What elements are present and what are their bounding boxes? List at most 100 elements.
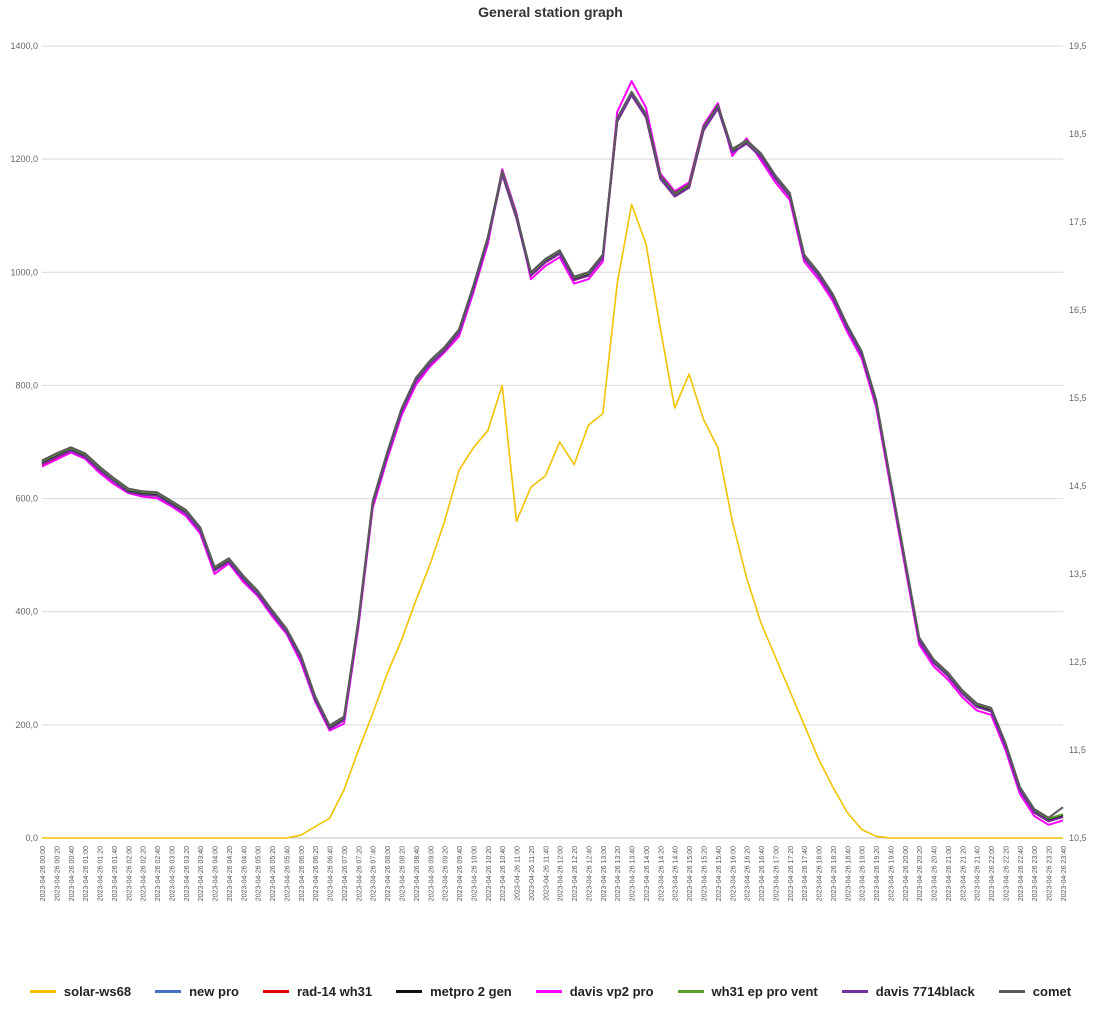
legend-label: rad-14 wh31 <box>296 984 373 999</box>
x-tick-label: 2023-04-26 18:20 <box>831 846 838 901</box>
legend-swatch <box>998 990 1025 993</box>
chart-title: General station graph <box>478 4 623 20</box>
x-tick-label: 2023-04-26 17:40 <box>802 846 809 901</box>
x-tick-label: 2023-04-26 14:00 <box>644 846 651 901</box>
right-tick-label: 18,5 <box>1069 129 1087 139</box>
right-tick-label: 19,5 <box>1069 41 1087 51</box>
legend-label: solar-ws68 <box>63 984 132 999</box>
x-tick-label: 2023-04-26 19:40 <box>888 846 895 901</box>
x-tick-label: 2023-04-26 04:40 <box>241 846 248 901</box>
x-tick-label: 2023-04-26 22:40 <box>1018 846 1025 901</box>
legend-item: rad-14 wh31 <box>262 984 373 999</box>
legend-swatch <box>535 990 562 993</box>
legend-label: new pro <box>189 984 239 999</box>
x-tick-label: 2023-04-26 21:00 <box>946 846 953 901</box>
legend-item: davis vp2 pro <box>535 984 654 999</box>
x-tick-label: 2023-04-26 09:40 <box>457 846 464 901</box>
x-tick-label: 2023-04-26 15:40 <box>716 846 723 901</box>
x-tick-label: 2023-04-26 06:00 <box>299 846 306 901</box>
right-tick-label: 16,5 <box>1069 305 1087 315</box>
series-line-davis-vp2-pro <box>41 80 1064 826</box>
x-tick-label: 2023-04-26 10:00 <box>471 846 478 901</box>
right-tick-label: 11,5 <box>1069 745 1086 755</box>
x-tick-label: 2023-04-26 23:20 <box>1047 846 1054 901</box>
left-axis-ticks: 0,0 200,0 400,0 600,0 800,0 1000,0 1200,0 1400,… <box>10 41 38 843</box>
legend-label: davis 7714black <box>875 984 975 999</box>
series-line-metpro-2-gen <box>41 92 1064 821</box>
x-tick-label: 2023-04-26 18:00 <box>817 846 824 901</box>
x-tick-label: 2023-04-26 22:00 <box>989 846 996 901</box>
legend-item: metpro 2 gen <box>396 984 512 999</box>
x-tick-label: 2023-04-26 12:20 <box>572 846 579 901</box>
right-tick-label: 14,5 <box>1069 481 1087 491</box>
x-tick-label: 2023-04-26 10:40 <box>500 846 507 901</box>
x-axis-ticks: 2023-04-26 00:00 2023-04-26 00:20 2023-04-… <box>40 846 1068 901</box>
left-tick-label: 600,0 <box>15 494 38 504</box>
x-tick-label: 2023-04-26 03:40 <box>198 846 205 901</box>
left-tick-label: 400,0 <box>15 607 38 617</box>
x-tick-label: 2023-04-26 07:40 <box>371 846 378 901</box>
x-tick-label: 2023-04-26 00:40 <box>69 846 76 901</box>
x-tick-label: 2023-04-26 08:40 <box>414 846 421 901</box>
left-tick-label: 200,0 <box>15 720 38 730</box>
x-tick-label: 2023-04-26 06:40 <box>328 846 335 901</box>
x-tick-label: 2023-04-26 19:00 <box>860 846 867 901</box>
x-tick-label: 2023-04-26 08:00 <box>385 846 392 901</box>
x-tick-label: 2023-04-26 23:00 <box>1032 846 1039 901</box>
legend-item: comet <box>998 984 1072 999</box>
x-tick-label: 2023-04-26 20:00 <box>903 846 910 901</box>
x-tick-label: 2023-04-26 17:00 <box>773 846 780 901</box>
x-tick-label: 2023-04-26 09:20 <box>443 846 450 901</box>
right-axis-ticks: 10,5 11,5 12,5 13,5 14,5 15,5 16,5 17,5 18,5 19,5 <box>1069 41 1087 843</box>
legend-swatch <box>262 990 289 993</box>
x-tick-label: 2023-04-26 13:40 <box>630 846 637 901</box>
x-tick-label: 2023-04-26 00:20 <box>54 846 61 901</box>
x-tick-label: 2023-04-26 11:40 <box>543 846 550 901</box>
right-tick-label: 15,5 <box>1069 393 1087 403</box>
left-tick-label: 0,0 <box>25 833 38 843</box>
x-tick-label: 2023-04-26 03:00 <box>169 846 176 901</box>
x-tick-label: 2023-04-26 19:20 <box>874 846 881 901</box>
x-tick-label: 2023-04-26 02:40 <box>155 846 162 901</box>
x-tick-label: 2023-04-26 00:00 <box>40 846 47 901</box>
left-tick-label: 1400,0 <box>10 41 38 51</box>
right-tick-label: 13,5 <box>1069 569 1087 579</box>
x-tick-label: 2023-04-26 13:00 <box>601 846 608 901</box>
x-tick-label: 2023-04-26 20:40 <box>932 846 939 901</box>
x-tick-label: 2023-04-26 13:20 <box>615 846 622 901</box>
x-tick-label: 2023-04-26 14:40 <box>673 846 680 901</box>
left-tick-label: 1200,0 <box>10 154 38 164</box>
x-tick-label: 2023-04-26 11:20 <box>529 846 536 901</box>
legend-label: davis vp2 pro <box>569 984 654 999</box>
series-layer <box>41 80 1064 839</box>
legend-swatch <box>155 990 182 993</box>
x-tick-label: 2023-04-26 11:00 <box>515 846 522 901</box>
legend-item: solar-ws68 <box>29 984 132 999</box>
x-tick-label: 2023-04-26 05:00 <box>256 846 263 901</box>
x-tick-label: 2023-04-26 18:40 <box>845 846 852 901</box>
x-tick-label: 2023-04-26 07:20 <box>356 846 363 901</box>
legend-swatch <box>396 990 423 993</box>
x-tick-label: 2023-04-26 04:00 <box>213 846 220 901</box>
x-tick-label: 2023-04-26 01:00 <box>83 846 90 901</box>
x-tick-label: 2023-04-26 21:40 <box>975 846 982 901</box>
x-tick-label: 2023-04-26 20:20 <box>917 846 924 901</box>
x-tick-label: 2023-04-26 16:00 <box>730 846 737 901</box>
x-tick-label: 2023-04-26 21:20 <box>960 846 967 901</box>
x-tick-label: 2023-04-26 08:20 <box>400 846 407 901</box>
series-line-comet <box>41 90 1064 819</box>
x-tick-label: 2023-04-26 17:20 <box>788 846 795 901</box>
legend-label: wh31 ep pro vent <box>711 984 818 999</box>
x-tick-label: 2023-04-26 12:40 <box>586 846 593 901</box>
grid-layer <box>42 45 1063 839</box>
series-line-wh31-ep-pro-vent <box>41 91 1064 820</box>
x-tick-label: 2023-04-26 16:40 <box>759 846 766 901</box>
x-tick-label: 2023-04-26 04:20 <box>227 846 234 901</box>
left-tick-label: 1000,0 <box>10 267 38 277</box>
legend-swatch <box>841 990 868 993</box>
left-tick-label: 800,0 <box>15 380 38 390</box>
x-tick-label: 2023-04-26 01:40 <box>112 846 119 901</box>
legend-label: comet <box>1032 984 1072 999</box>
x-tick-label: 2023-04-26 23:40 <box>1061 846 1068 901</box>
